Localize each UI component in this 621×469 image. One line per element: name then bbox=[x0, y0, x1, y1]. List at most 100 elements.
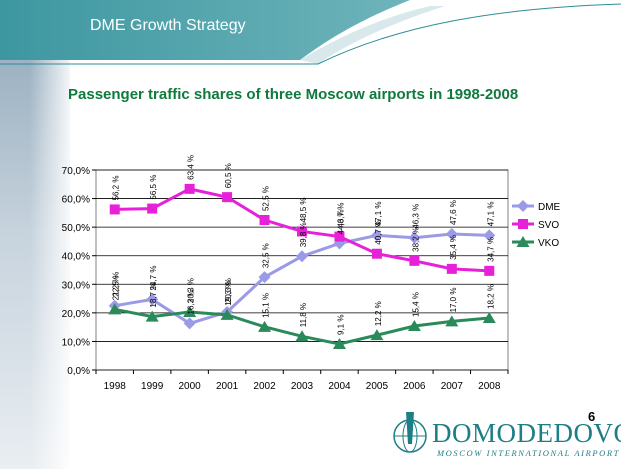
dme-data-label: 47,1 % bbox=[374, 202, 383, 227]
vko-point bbox=[183, 306, 197, 317]
svo-data-label: 34,7 % bbox=[486, 237, 495, 262]
vko-point bbox=[220, 308, 234, 320]
x-tick-label: 2001 bbox=[216, 381, 239, 392]
dme-point bbox=[445, 228, 458, 240]
vko-point bbox=[445, 315, 459, 327]
vko-point bbox=[145, 310, 159, 322]
dme-data-label: 22,5 % bbox=[112, 272, 121, 297]
vko-point bbox=[295, 330, 309, 342]
svo-data-label: 35,4 % bbox=[449, 235, 458, 260]
svo-point bbox=[446, 263, 457, 274]
dme-data-label: 47,6 % bbox=[449, 200, 458, 225]
x-tick-label: 2003 bbox=[291, 381, 314, 392]
chart-title: Passenger traffic shares of three Moscow… bbox=[68, 86, 519, 103]
svo-data-label: 52,5 % bbox=[262, 186, 271, 211]
svo-point bbox=[222, 192, 233, 203]
dme-data-label: 44,3 % bbox=[336, 210, 345, 235]
x-tick-label: 2004 bbox=[328, 381, 351, 392]
legend-label-vko: VKO bbox=[538, 238, 559, 249]
svo-point bbox=[259, 215, 270, 225]
x-tick-label: 2000 bbox=[179, 381, 202, 392]
legend-marker-svo bbox=[518, 219, 528, 229]
svo-data-label: 38,2 % bbox=[411, 227, 420, 252]
vko-data-label: 11,8 % bbox=[299, 303, 308, 327]
dme-point bbox=[483, 229, 496, 242]
header-swoosh bbox=[300, 6, 445, 64]
vko-data-label: 17,0 % bbox=[449, 288, 458, 313]
y-tick-label: 30,0% bbox=[62, 280, 90, 291]
x-tick-label: 2002 bbox=[253, 381, 276, 392]
dme-data-label: 20,3 % bbox=[224, 278, 233, 303]
page-number: 6 bbox=[588, 409, 596, 424]
vko-point bbox=[370, 329, 384, 341]
y-tick-label: 0,0% bbox=[67, 366, 90, 377]
vko-point bbox=[108, 303, 122, 315]
vko-data-label: 18,7 % bbox=[149, 283, 158, 308]
svo-data-label: 46,7 % bbox=[336, 203, 345, 228]
svo-point bbox=[484, 265, 495, 276]
vko-data-label: 15,1 % bbox=[262, 293, 271, 318]
dme-point bbox=[146, 293, 159, 306]
svo-point bbox=[147, 203, 158, 214]
svo-point bbox=[371, 248, 382, 259]
dme-point bbox=[370, 229, 383, 242]
dme-data-label: 46,3 % bbox=[411, 204, 420, 229]
x-tick-label: 1999 bbox=[141, 381, 164, 392]
y-tick-label: 50,0% bbox=[62, 223, 90, 234]
svo-data-label: 40,7 % bbox=[374, 220, 383, 245]
svo-point bbox=[409, 255, 420, 266]
dme-data-label: 16,3 % bbox=[187, 290, 196, 315]
vko-data-label: 21,2 % bbox=[112, 276, 121, 301]
y-tick-label: 60,0% bbox=[62, 195, 90, 206]
dme-point bbox=[296, 250, 308, 263]
logo-wordmark: DOMODEDOVO bbox=[432, 418, 621, 448]
svo-point bbox=[334, 231, 345, 242]
header-band bbox=[0, 0, 410, 60]
svo-point bbox=[184, 183, 195, 194]
logo-tagline: MOSCOW INTERNATIONAL AIRPORT bbox=[437, 448, 621, 458]
dme-data-label: 24,7 % bbox=[149, 266, 158, 291]
x-tick-label: 2005 bbox=[366, 381, 389, 392]
header-title: DME Growth Strategy bbox=[90, 17, 246, 34]
vko-data-label: 19,3 % bbox=[224, 281, 233, 306]
dme-data-label: 47,1 % bbox=[486, 202, 495, 227]
x-tick-label: 2008 bbox=[478, 381, 501, 392]
vko-data-label: 18,2 % bbox=[486, 284, 495, 309]
legend-marker-vko bbox=[516, 236, 530, 247]
vko-point bbox=[332, 338, 346, 349]
svo-point bbox=[109, 204, 120, 215]
header-underline bbox=[0, 3, 621, 65]
y-tick-label: 40,0% bbox=[62, 252, 90, 263]
svo-data-label: 63,4 % bbox=[187, 155, 196, 180]
dme-data-label: 32,5 % bbox=[262, 243, 271, 268]
svo-data-label: 56,2 % bbox=[112, 176, 121, 201]
y-tick-label: 70,0% bbox=[62, 166, 90, 177]
legend-label-svo: SVO bbox=[538, 220, 559, 231]
vko-data-label: 15,4 % bbox=[411, 292, 420, 317]
svo-point bbox=[297, 226, 307, 237]
svo-data-label: 56,5 % bbox=[149, 175, 158, 200]
legend-marker-dme bbox=[517, 200, 529, 212]
vko-point bbox=[482, 312, 496, 323]
x-tick-label: 1998 bbox=[104, 381, 127, 392]
vko-point bbox=[258, 320, 272, 332]
cloud-fade bbox=[30, 0, 75, 469]
vko-point bbox=[407, 320, 421, 331]
dme-point bbox=[408, 231, 421, 244]
x-tick-label: 2007 bbox=[441, 381, 464, 392]
vko-data-label: 9,1 % bbox=[336, 315, 345, 335]
y-tick-label: 20,0% bbox=[62, 309, 90, 320]
svo-data-label: 48,5 % bbox=[299, 198, 308, 223]
svo-data-label: 60,5 % bbox=[224, 163, 233, 188]
vko-data-label: 20,3 % bbox=[187, 278, 196, 303]
dme-point bbox=[258, 271, 271, 284]
dme-data-label: 39,8 % bbox=[299, 222, 308, 247]
dme-point bbox=[183, 317, 196, 330]
vko-data-label: 12,2 % bbox=[374, 301, 383, 326]
x-tick-label: 2006 bbox=[403, 381, 426, 392]
y-tick-label: 10,0% bbox=[62, 337, 90, 348]
legend-label-dme: DME bbox=[538, 202, 561, 213]
